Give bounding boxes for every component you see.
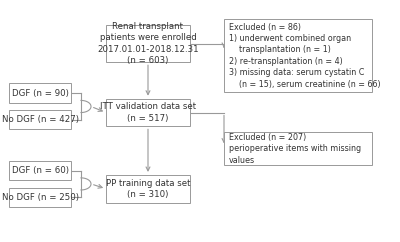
Text: DGF (n = 60): DGF (n = 60) <box>12 166 68 175</box>
Text: No DGF (n = 427): No DGF (n = 427) <box>2 115 78 124</box>
FancyBboxPatch shape <box>9 83 71 103</box>
Text: Excluded (n = 207)
perioperative items with missing
values: Excluded (n = 207) perioperative items w… <box>229 133 361 165</box>
Text: ITT validation data set
(n = 517): ITT validation data set (n = 517) <box>100 102 196 123</box>
FancyBboxPatch shape <box>106 175 190 203</box>
Text: PP training data set
(n = 310): PP training data set (n = 310) <box>106 179 190 199</box>
Text: Renal transplant
patients were enrolled
2017.01.01-2018.12.31
(n = 603): Renal transplant patients were enrolled … <box>97 22 199 65</box>
FancyBboxPatch shape <box>9 188 71 207</box>
FancyBboxPatch shape <box>9 110 71 129</box>
FancyBboxPatch shape <box>106 25 190 62</box>
FancyBboxPatch shape <box>106 98 190 126</box>
FancyBboxPatch shape <box>224 132 372 165</box>
FancyBboxPatch shape <box>224 19 372 92</box>
Text: Excluded (n = 86)
1) underwent combined organ
    transplantation (n = 1)
2) re-: Excluded (n = 86) 1) underwent combined … <box>229 23 380 89</box>
FancyBboxPatch shape <box>9 161 71 180</box>
Text: DGF (n = 90): DGF (n = 90) <box>12 89 68 98</box>
Text: No DGF (n = 250): No DGF (n = 250) <box>2 193 78 202</box>
